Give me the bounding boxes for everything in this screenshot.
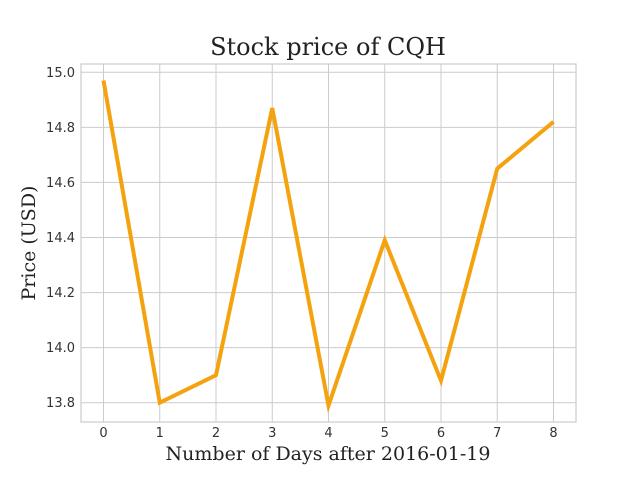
x-tick-label: 8 xyxy=(549,426,557,441)
chart-title: Stock price of CQH xyxy=(210,33,446,61)
x-axis-label: Number of Days after 2016-01-19 xyxy=(166,443,491,465)
y-tick-label: 14.4 xyxy=(46,231,75,246)
y-tick-label: 14.0 xyxy=(46,341,75,356)
x-tick-label: 2 xyxy=(212,426,220,441)
x-tick-label: 7 xyxy=(493,426,501,441)
x-tick-label: 1 xyxy=(156,426,164,441)
x-tick-label: 0 xyxy=(99,426,107,441)
y-tick-label: 13.8 xyxy=(46,396,75,411)
x-tick-label: 6 xyxy=(437,426,445,441)
y-tick-label: 15.0 xyxy=(46,66,75,81)
x-tick-label: 4 xyxy=(324,426,332,441)
series-layer xyxy=(101,80,555,414)
y-tick-label: 14.2 xyxy=(46,286,75,301)
y-tick-label: 14.6 xyxy=(46,176,75,191)
y-axis-label: Price (USD) xyxy=(18,186,40,301)
x-tick-label: 5 xyxy=(381,426,389,441)
tick-labels: 0 1 2 3 4 5 6 7 8 13.8 14.0 14.2 14.4 14.6 14.8 15.0 xyxy=(46,66,558,441)
y-tick-label: 14.8 xyxy=(46,121,75,136)
x-tick-label: 3 xyxy=(268,426,276,441)
plot-frame xyxy=(80,63,577,423)
